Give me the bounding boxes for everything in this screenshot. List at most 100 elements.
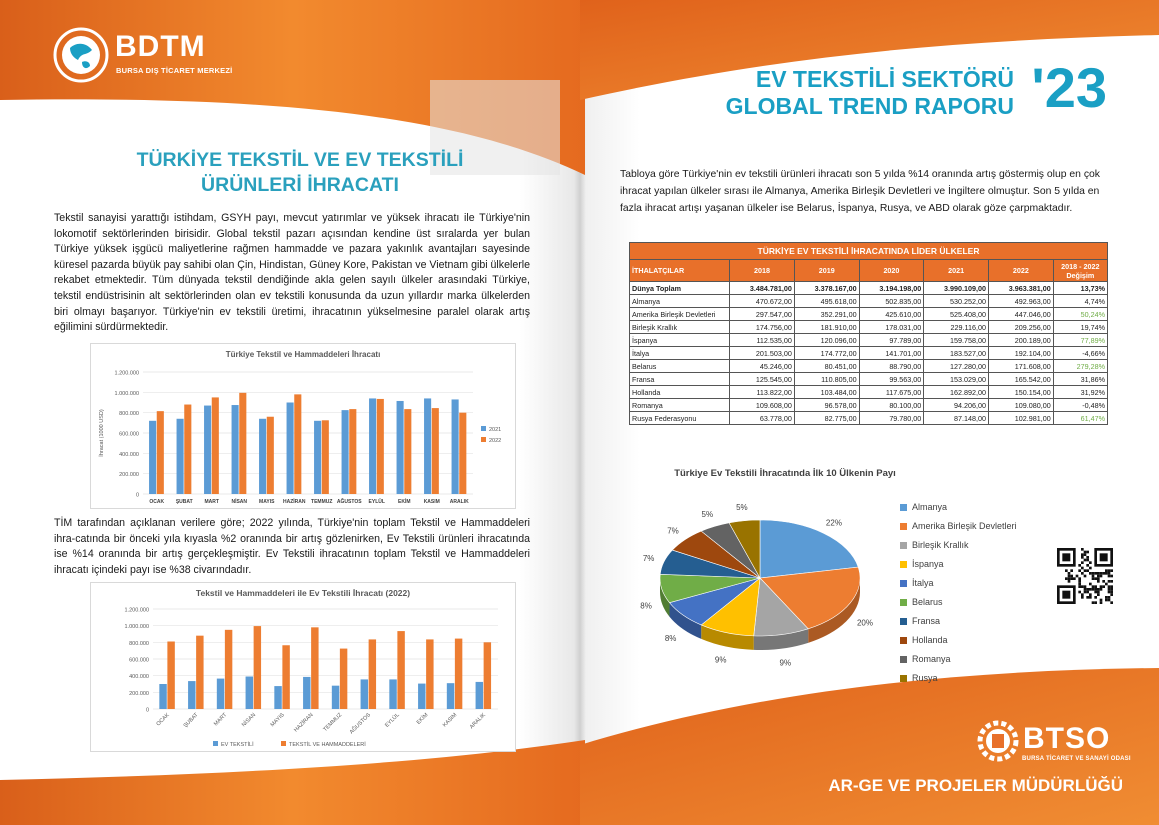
pie-legend-item: Fransa: [900, 616, 940, 626]
y-tick-label: 200.000: [129, 691, 149, 697]
value-cell: 127.280,00: [923, 359, 989, 373]
value-cell: 13,73%: [1052, 281, 1109, 295]
value-cell: 159.758,00: [923, 333, 989, 347]
bar: [339, 648, 348, 709]
pie-data-label: 5%: [736, 503, 748, 512]
x-tick-label: KASIM: [442, 712, 459, 729]
legend-label: Hollanda: [912, 635, 948, 645]
value-cell: 31,86%: [1052, 372, 1109, 386]
y-tick-label: 600.000: [129, 658, 149, 664]
pie-legend-item: Rusya: [900, 673, 938, 683]
bar: [360, 679, 369, 709]
value-cell: 61,47%: [1052, 411, 1109, 425]
report-title-line1: EV TEKSTİLİ SEKTÖRÜ: [755, 66, 1014, 92]
bar: [397, 631, 405, 709]
legend-swatch: [900, 655, 907, 663]
chart1-plot: 0 200.000 400.000 600.000 800.000 1.000.000 1.…: [98, 371, 501, 506]
value-cell: 103.484,00: [793, 385, 860, 399]
value-cell: -0,48%: [1052, 398, 1109, 412]
value-cell: 80.451,00: [793, 359, 860, 373]
bar: [454, 638, 463, 709]
table-header-cell: 2020: [858, 259, 925, 282]
legend-label: Rusya: [912, 673, 938, 683]
value-cell: 352.291,00: [793, 307, 860, 321]
pie-slice: [728, 519, 761, 580]
legend-label: 2021: [489, 427, 501, 433]
value-cell: 171.608,00: [988, 359, 1054, 373]
value-cell: 4,74%: [1052, 294, 1109, 308]
country-cell: Dünya Toplam: [628, 281, 731, 295]
table-row: Belarus 45.246,00 80.451,00 88.790,00 127.28…: [628, 359, 1109, 373]
qr-code-icon[interactable]: [1057, 548, 1113, 604]
value-cell: 209.256,00: [988, 320, 1054, 334]
x-tick-label: TEMMUZ: [311, 499, 332, 505]
pie-data-label: 20%: [857, 619, 873, 628]
value-cell: 19,74%: [1052, 320, 1109, 334]
legend-label: 2022: [489, 438, 501, 444]
btso-logo: BTSO BURSA TİCARET VE SANAYİ ODASI: [975, 718, 1135, 770]
legend-swatch: [900, 636, 907, 644]
legend-swatch: [900, 617, 907, 625]
table-row: Romanya 109.608,00 96.578,00 80.100,00 94.20…: [628, 398, 1109, 412]
pie-slice-side: [669, 602, 702, 639]
pie-slice: [759, 566, 861, 630]
bar: [475, 681, 484, 709]
value-cell: 45.246,00: [729, 359, 795, 373]
value-cell: 110.805,00: [793, 372, 860, 386]
legend-label: Romanya: [912, 654, 951, 664]
bar: [211, 397, 219, 494]
value-cell: 279,28%: [1052, 359, 1109, 373]
section-heading-line1: TÜRKİYE TEKSTİL VE EV TEKSTİLİ: [136, 149, 464, 171]
legend-label: İspanya: [912, 559, 944, 569]
value-cell: 79.780,00: [858, 411, 925, 425]
value-cell: 50,24%: [1052, 307, 1109, 321]
legend-swatch: [900, 522, 907, 530]
legend-label: Fransa: [912, 616, 941, 626]
value-cell: -4,66%: [1052, 346, 1109, 360]
section-heading-line2: ÜRÜNLERİ İHRACATI: [201, 174, 399, 196]
table-row: Birleşik Krallık 174.756,00 181.910,00 178.…: [628, 320, 1109, 334]
table-row: Almanya 470.672,00 495.618,00 502.835,00 530…: [628, 294, 1109, 308]
bar: [239, 392, 247, 494]
bar: [321, 420, 329, 494]
bar: [282, 645, 290, 709]
table-description: Tabloya göre Türkiye'nin ev tekstili ürü…: [620, 169, 1101, 214]
legend-swatch: [900, 674, 907, 682]
value-cell: 200.189,00: [988, 333, 1054, 347]
bar: [369, 398, 377, 494]
bar: [294, 394, 302, 494]
table-header-cell: 2019: [793, 259, 860, 282]
pie-slice-side: [660, 578, 670, 617]
bar: [431, 408, 439, 494]
value-cell: 447.046,00: [988, 307, 1054, 321]
legend-swatch: [213, 741, 218, 746]
pie-legend-item: Belarus: [900, 597, 943, 607]
intro-paragraph: Tekstil sanayisi yarattığı istihdam, GSY…: [54, 212, 530, 334]
x-tick-label: ARALIK: [469, 712, 487, 730]
x-tick-label: OCAK: [149, 499, 164, 505]
country-cell: Hollanda: [628, 385, 731, 399]
pie-slice: [759, 519, 859, 579]
value-cell: 201.503,00: [729, 346, 795, 360]
value-cell: 96.578,00: [793, 398, 860, 412]
table-row: Hollanda 113.822,00 103.484,00 117.675,00 16…: [628, 385, 1109, 399]
value-cell: 3.378.167,00: [793, 281, 860, 295]
value-cell: 192.104,00: [988, 346, 1054, 360]
legend-label: Amerika Birleşik Devletleri: [912, 521, 1017, 531]
bar: [451, 399, 459, 494]
bar: [224, 629, 233, 709]
leading-countries-table: TÜRKİYE EV TEKSTİLİ İHRACATINDA LİDER ÜL…: [628, 242, 1109, 425]
value-cell: 229.116,00: [923, 320, 989, 334]
bar: [404, 409, 412, 494]
value-cell: 102.981,00: [988, 411, 1054, 425]
y-tick-label: 800.000: [129, 641, 149, 647]
legend-label: Almanya: [912, 502, 948, 512]
value-cell: 117.675,00: [858, 385, 925, 399]
value-cell: 97.789,00: [858, 333, 925, 347]
x-tick-label: MART: [205, 499, 219, 505]
y-tick-label: 0: [146, 708, 149, 714]
bar: [396, 400, 404, 494]
table-row: İspanya 112.535,00 120.096,00 97.789,00 159.…: [628, 333, 1109, 347]
value-cell: 109.080,00: [988, 398, 1054, 412]
report-year: '23: [1031, 56, 1107, 119]
